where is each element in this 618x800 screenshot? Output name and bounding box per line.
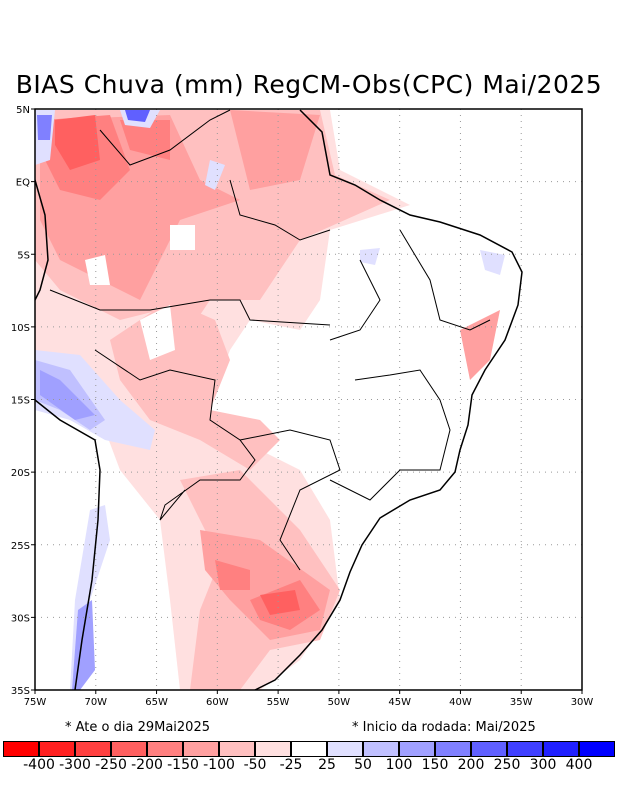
bias-contour-23 [125, 110, 150, 122]
bias-map: 75W 70W 65W 60W 55W 50W 45W 40W 35W 30W 5N EQ 5S 10S 1… [11, 105, 594, 708]
colorbar-label: 400 [565, 757, 593, 773]
colorbar-label: 300 [529, 757, 557, 773]
colorbar-swatch [111, 741, 147, 757]
colorbar-label: -400 [23, 757, 55, 773]
bias-contour-21 [37, 115, 52, 140]
y-tick-label: 35S [11, 686, 30, 697]
bias-contour-28 [205, 160, 225, 190]
bias-contour-27 [360, 248, 380, 265]
colorbar-label: -100 [203, 757, 235, 773]
y-tick-label: 10S [11, 323, 30, 334]
colorbar-swatch [75, 741, 111, 757]
colorbar-label: 50 [354, 757, 372, 773]
x-tick-label: 50W [328, 697, 351, 708]
colorbar-swatch [183, 741, 219, 757]
y-tick-label: 30S [11, 613, 30, 624]
colorbar-label: 25 [318, 757, 336, 773]
x-tick-label: 55W [267, 697, 290, 708]
bias-contour-13 [260, 590, 300, 615]
colorbar-swatch [39, 741, 75, 757]
y-tick-label: 20S [11, 468, 30, 479]
x-tick-label: 45W [388, 697, 411, 708]
colorbar-label: 100 [385, 757, 413, 773]
colorbar-label: 250 [493, 757, 521, 773]
bias-contour-15 [85, 255, 110, 285]
colorbar-swatch [543, 741, 579, 757]
y-tick-label: 15S [11, 396, 30, 407]
y-tick-label: 5S [17, 250, 30, 261]
bias-contour-9 [120, 120, 170, 160]
colorbar-swatch [255, 741, 291, 757]
x-tick-label: 40W [449, 697, 472, 708]
colorbar-swatch [3, 741, 39, 757]
colorbar-label: -25 [279, 757, 303, 773]
x-tick-label: 30W [571, 697, 594, 708]
bias-contour-16 [170, 225, 195, 250]
colorbar-label: -150 [167, 757, 199, 773]
state-borders [49, 109, 491, 571]
x-tick-label: 75W [24, 697, 47, 708]
colorbar-swatch [507, 741, 543, 757]
colorbar-swatch [219, 741, 255, 757]
x-tick-label: 35W [510, 697, 533, 708]
bias-contour-26 [480, 250, 505, 275]
map-title: BIAS Chuva (mm) RegCM-Obs(CPC) Mai/2025 [15, 70, 603, 99]
colorbar-swatch [363, 741, 399, 757]
x-tick-label: 70W [84, 697, 107, 708]
bias-field [35, 109, 582, 690]
colorbar-label: -300 [59, 757, 91, 773]
y-tick-label: 5N [16, 105, 30, 116]
colorbar-swatch [471, 741, 507, 757]
end-date-note: * Ate o dia 29Mai2025 [65, 720, 210, 735]
colorbar-swatch [579, 741, 615, 757]
colorbar-label: -200 [131, 757, 163, 773]
bias-contour-14 [140, 305, 175, 360]
coastline-west [35, 179, 101, 690]
colorbar-swatch [399, 741, 435, 757]
colorbar-swatch [147, 741, 183, 757]
colorbar-swatch [327, 741, 363, 757]
colorbar-label: 150 [421, 757, 449, 773]
y-tick-label: 25S [11, 541, 30, 552]
colorbar-label: -250 [95, 757, 127, 773]
coastline-east [254, 109, 523, 690]
x-tick-label: 65W [145, 697, 168, 708]
bias-contour-11 [215, 560, 250, 590]
bias-contour-12 [55, 115, 100, 170]
colorbar-label: -50 [243, 757, 267, 773]
x-tick-label: 60W [206, 697, 229, 708]
colorbar-label: 200 [457, 757, 485, 773]
bias-contour-5 [230, 110, 320, 190]
y-tick-label: EQ [16, 178, 30, 189]
bias-contour-19 [40, 370, 95, 420]
bias-contour-7 [460, 310, 500, 380]
run-start-note: * Inicio da rodada: Mai/2025 [352, 720, 536, 735]
colorbar-swatch [435, 741, 471, 757]
colorbar-swatch [291, 741, 327, 757]
